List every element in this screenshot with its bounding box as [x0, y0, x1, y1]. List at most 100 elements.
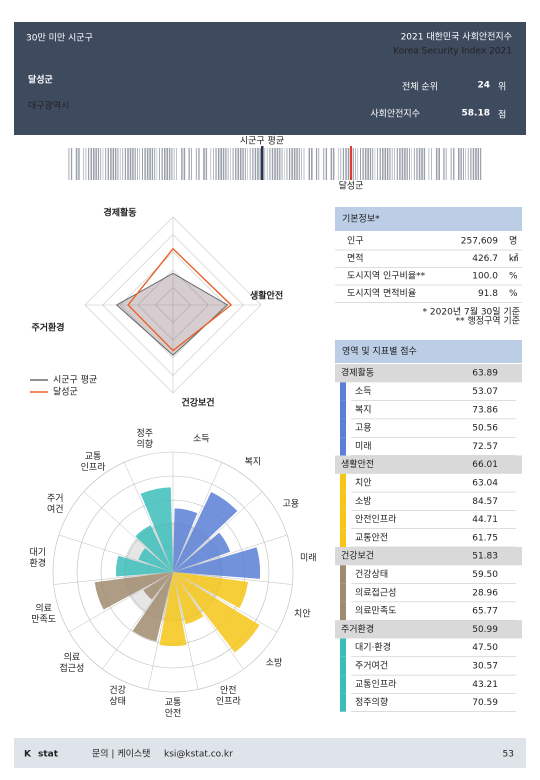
strip-line	[97, 148, 100, 180]
item-score: 70.59	[472, 698, 498, 708]
legend-label: 달성군	[53, 386, 78, 398]
strip-line	[257, 148, 259, 180]
strip-line	[453, 148, 455, 180]
strip-line	[213, 148, 214, 180]
strip-line	[198, 148, 200, 180]
section-name: 주거환경	[341, 623, 374, 635]
polar-label: 건강	[109, 685, 126, 696]
strip-line	[161, 148, 163, 180]
polar-spoke	[68, 571, 174, 633]
strip-line	[325, 148, 328, 180]
polar-bar	[138, 548, 173, 572]
section-row	[335, 620, 522, 639]
strip-line	[230, 148, 231, 180]
polar-label: 접근성	[60, 662, 85, 674]
polar-label: 주거	[47, 493, 64, 504]
radar-axis-label: 생활안전	[250, 290, 283, 302]
info-value: 100.0	[472, 272, 498, 282]
strip-line	[151, 148, 154, 180]
polar-label: 소득	[193, 433, 210, 444]
distribution-strip	[68, 146, 482, 180]
item-name: 교통인프라	[355, 679, 397, 690]
strip-line	[90, 148, 92, 180]
polar-label: 교통	[85, 451, 102, 462]
strip-line	[308, 148, 311, 180]
strip-line	[203, 148, 205, 180]
strip-line	[404, 148, 406, 180]
item-name: 의료접근성	[355, 586, 396, 598]
section-row	[335, 455, 522, 474]
item-color-bar	[340, 583, 346, 602]
email: ksi@kstat.co.kr	[164, 750, 233, 760]
strip-line	[409, 148, 410, 180]
strip-line	[460, 148, 462, 180]
item-name: 고용	[355, 423, 372, 434]
strip-line	[347, 148, 350, 180]
strip-line	[369, 148, 372, 180]
strip-line	[340, 148, 342, 180]
region-label: 달성군	[339, 180, 364, 192]
strip-line	[271, 148, 274, 180]
polar-spoke	[83, 491, 174, 573]
strip-line	[137, 148, 138, 180]
strip-line	[423, 148, 426, 180]
polar-spoke	[123, 462, 174, 573]
item-color-bar	[340, 565, 346, 584]
polar-bar	[143, 572, 173, 600]
strip-line	[242, 148, 244, 180]
index: 58.18	[462, 109, 490, 119]
strip-line	[78, 148, 80, 180]
item-color-bar	[340, 473, 346, 493]
item-color-bar	[340, 492, 346, 511]
index-label: 사회안전지수	[370, 109, 420, 120]
item-score: 59.50	[472, 570, 498, 580]
strip-line	[318, 148, 320, 180]
strip-line	[428, 148, 430, 180]
strip-line	[183, 148, 186, 180]
strip-line	[360, 148, 362, 180]
strip-line	[323, 148, 325, 180]
strip-line	[100, 148, 102, 180]
strip-line	[274, 148, 276, 180]
strip-line	[389, 148, 391, 180]
strip-line	[396, 148, 398, 180]
strip-line	[269, 148, 271, 180]
item-name: 건강상태	[355, 569, 388, 580]
strip-line	[303, 148, 305, 180]
strip-line	[315, 148, 318, 180]
radar-region	[127, 247, 233, 352]
strip-line	[176, 148, 177, 180]
strip-line	[401, 148, 404, 180]
polar-spoke	[172, 491, 263, 573]
polar-bar	[140, 487, 173, 572]
logo-stat: stat	[38, 750, 59, 760]
strip-line	[296, 148, 298, 180]
strip-line	[173, 148, 175, 180]
polar-label: 의료	[64, 652, 81, 663]
item-color-bar	[340, 382, 346, 401]
polar-bar	[94, 572, 173, 610]
polar-spoke	[102, 571, 174, 670]
province: 대구광역시	[28, 100, 69, 112]
strip-line	[379, 148, 381, 180]
strip-line	[458, 148, 460, 180]
item-name: 소득	[355, 386, 372, 397]
item-name: 의료만족도	[355, 606, 396, 617]
strip-line	[166, 148, 169, 180]
polar-spoke	[53, 571, 174, 585]
polar-spoke	[58, 534, 174, 573]
polar-spoke	[172, 571, 199, 690]
item-color-bar	[340, 528, 346, 547]
item-name: 교통안전	[355, 532, 388, 543]
polar-label: 인프라	[81, 462, 107, 473]
strip-line	[465, 148, 466, 180]
section-name: 경제활동	[341, 367, 374, 379]
polar-spoke	[172, 462, 223, 573]
polar-bar	[116, 555, 173, 577]
item-score: 44.71	[472, 515, 498, 525]
polar-label: 고용	[282, 499, 299, 510]
strip-line	[413, 148, 415, 180]
strip-line	[235, 148, 237, 180]
strip-line	[129, 148, 132, 180]
